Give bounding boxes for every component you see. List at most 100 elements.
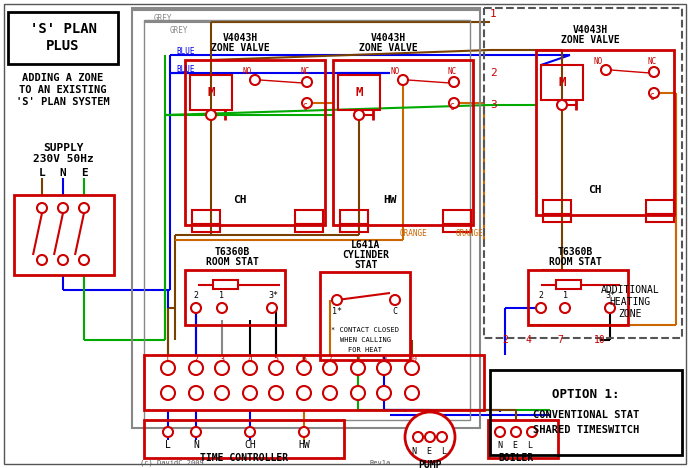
Text: WHEN CALLING: WHEN CALLING [339,337,391,343]
Bar [543,214,571,222]
Circle shape [189,386,203,400]
Circle shape [245,427,255,437]
Text: 8: 8 [355,356,360,365]
Bar [490,370,682,455]
Circle shape [297,361,311,375]
Circle shape [191,303,201,313]
Circle shape [527,427,537,437]
Text: L: L [39,168,46,178]
Bar [443,210,471,224]
Circle shape [163,427,173,437]
Bar [320,272,410,360]
Circle shape [299,427,309,437]
Text: NO: NO [593,57,602,66]
Circle shape [191,427,201,437]
Text: 5: 5 [273,356,279,365]
Text: C: C [650,94,654,102]
Circle shape [351,361,365,375]
Text: BOILER: BOILER [498,453,533,463]
Circle shape [332,295,342,305]
Text: T6360B: T6360B [215,247,250,257]
Text: (c) DavidC 2009: (c) DavidC 2009 [140,460,204,466]
Circle shape [405,386,419,400]
Circle shape [449,77,459,87]
Circle shape [243,386,257,400]
Circle shape [649,67,659,77]
Text: TO AN EXISTING: TO AN EXISTING [19,85,107,95]
Bar [556,280,581,289]
Text: 'S' PLAN SYSTEM: 'S' PLAN SYSTEM [16,97,110,107]
Text: 1: 1 [562,292,567,300]
Bar [340,224,368,232]
Text: TIME CONTROLLER: TIME CONTROLLER [200,453,288,463]
Circle shape [215,361,229,375]
Circle shape [425,432,435,442]
Text: ADDING A ZONE: ADDING A ZONE [22,73,104,83]
Circle shape [390,295,400,305]
Bar [295,210,323,224]
Circle shape [405,412,455,462]
Text: GREY: GREY [170,26,188,35]
Circle shape [37,255,47,265]
Circle shape [495,427,505,437]
Circle shape [267,303,277,313]
Text: OPTION 1:: OPTION 1: [552,388,620,402]
Text: ZONE VALVE: ZONE VALVE [359,43,417,53]
Circle shape [161,386,175,400]
Text: L: L [165,440,171,450]
Circle shape [206,110,216,120]
Text: SUPPLY: SUPPLY [43,143,83,153]
Circle shape [189,361,203,375]
Text: N  E  L: N E L [498,440,533,449]
Circle shape [323,361,337,375]
Text: 1: 1 [219,292,224,300]
Text: ZONE VALVE: ZONE VALVE [210,43,269,53]
Bar [132,8,480,428]
Bar [541,65,583,100]
Circle shape [58,255,68,265]
Bar [144,20,470,420]
Circle shape [413,432,423,442]
Bar [338,75,380,110]
Circle shape [351,386,365,400]
Text: NC: NC [300,66,310,75]
Text: CH: CH [244,440,256,450]
Text: HW: HW [298,440,310,450]
Circle shape [58,203,68,213]
Bar [192,224,220,232]
Text: Rev1a: Rev1a [369,460,391,466]
Text: ROOM STAT: ROOM STAT [549,257,602,267]
Text: 3*: 3* [605,292,615,300]
Circle shape [377,386,391,400]
Text: C: C [303,103,307,112]
Circle shape [215,386,229,400]
Text: 2: 2 [538,292,544,300]
Text: 3*: 3* [268,292,278,300]
Bar [14,195,114,275]
Circle shape [302,98,312,108]
Text: M: M [355,87,363,100]
Text: BLUE: BLUE [176,66,195,74]
Bar [213,280,238,289]
Bar [185,270,285,325]
Circle shape [37,203,47,213]
Text: NO: NO [391,66,400,75]
Circle shape [79,255,89,265]
Bar [144,355,484,410]
Bar [488,420,558,458]
Text: 2: 2 [193,356,199,365]
Text: V4043H: V4043H [222,33,257,43]
Text: BLUE: BLUE [176,47,195,57]
Circle shape [354,110,364,120]
Text: ORANGE: ORANGE [456,228,484,237]
Text: ZONE VALVE: ZONE VALVE [560,35,620,45]
Text: E: E [81,168,88,178]
Text: NC: NC [647,57,657,66]
Text: GREY: GREY [154,14,172,23]
Circle shape [511,427,521,437]
Text: CH: CH [589,185,602,195]
Text: NO: NO [242,66,252,75]
Text: CONVENTIONAL STAT: CONVENTIONAL STAT [533,410,639,420]
Text: ROOM STAT: ROOM STAT [206,257,259,267]
Text: 2: 2 [502,335,508,345]
